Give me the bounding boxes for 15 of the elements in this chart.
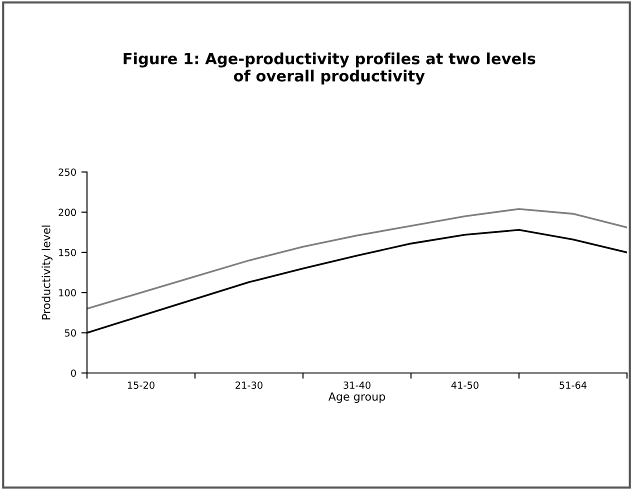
chart-title: Figure 1: Age-productivity profiles at two levels of overall productivity [124, 52, 536, 85]
y-tick-label: 100 [59, 289, 76, 296]
y-tick-label: 0 [71, 369, 76, 377]
y-tick-label: 200 [58, 208, 76, 216]
x-tick-label: 31-40 [344, 382, 370, 389]
x-tick-label: 21-30 [236, 382, 262, 389]
y-tick-label: 150 [59, 248, 76, 256]
y-axis-title: Productivity level [42, 226, 52, 320]
line-series [87, 208, 627, 310]
x-tick-label: 41-50 [451, 382, 478, 389]
y-tick-label: 50 [64, 329, 76, 337]
x-tick-label: 51-64 [560, 382, 587, 389]
y-tick-label: 250 [58, 168, 76, 176]
x-axis-title: Age group [328, 392, 386, 403]
x-tick-label: 15-20 [128, 382, 154, 389]
